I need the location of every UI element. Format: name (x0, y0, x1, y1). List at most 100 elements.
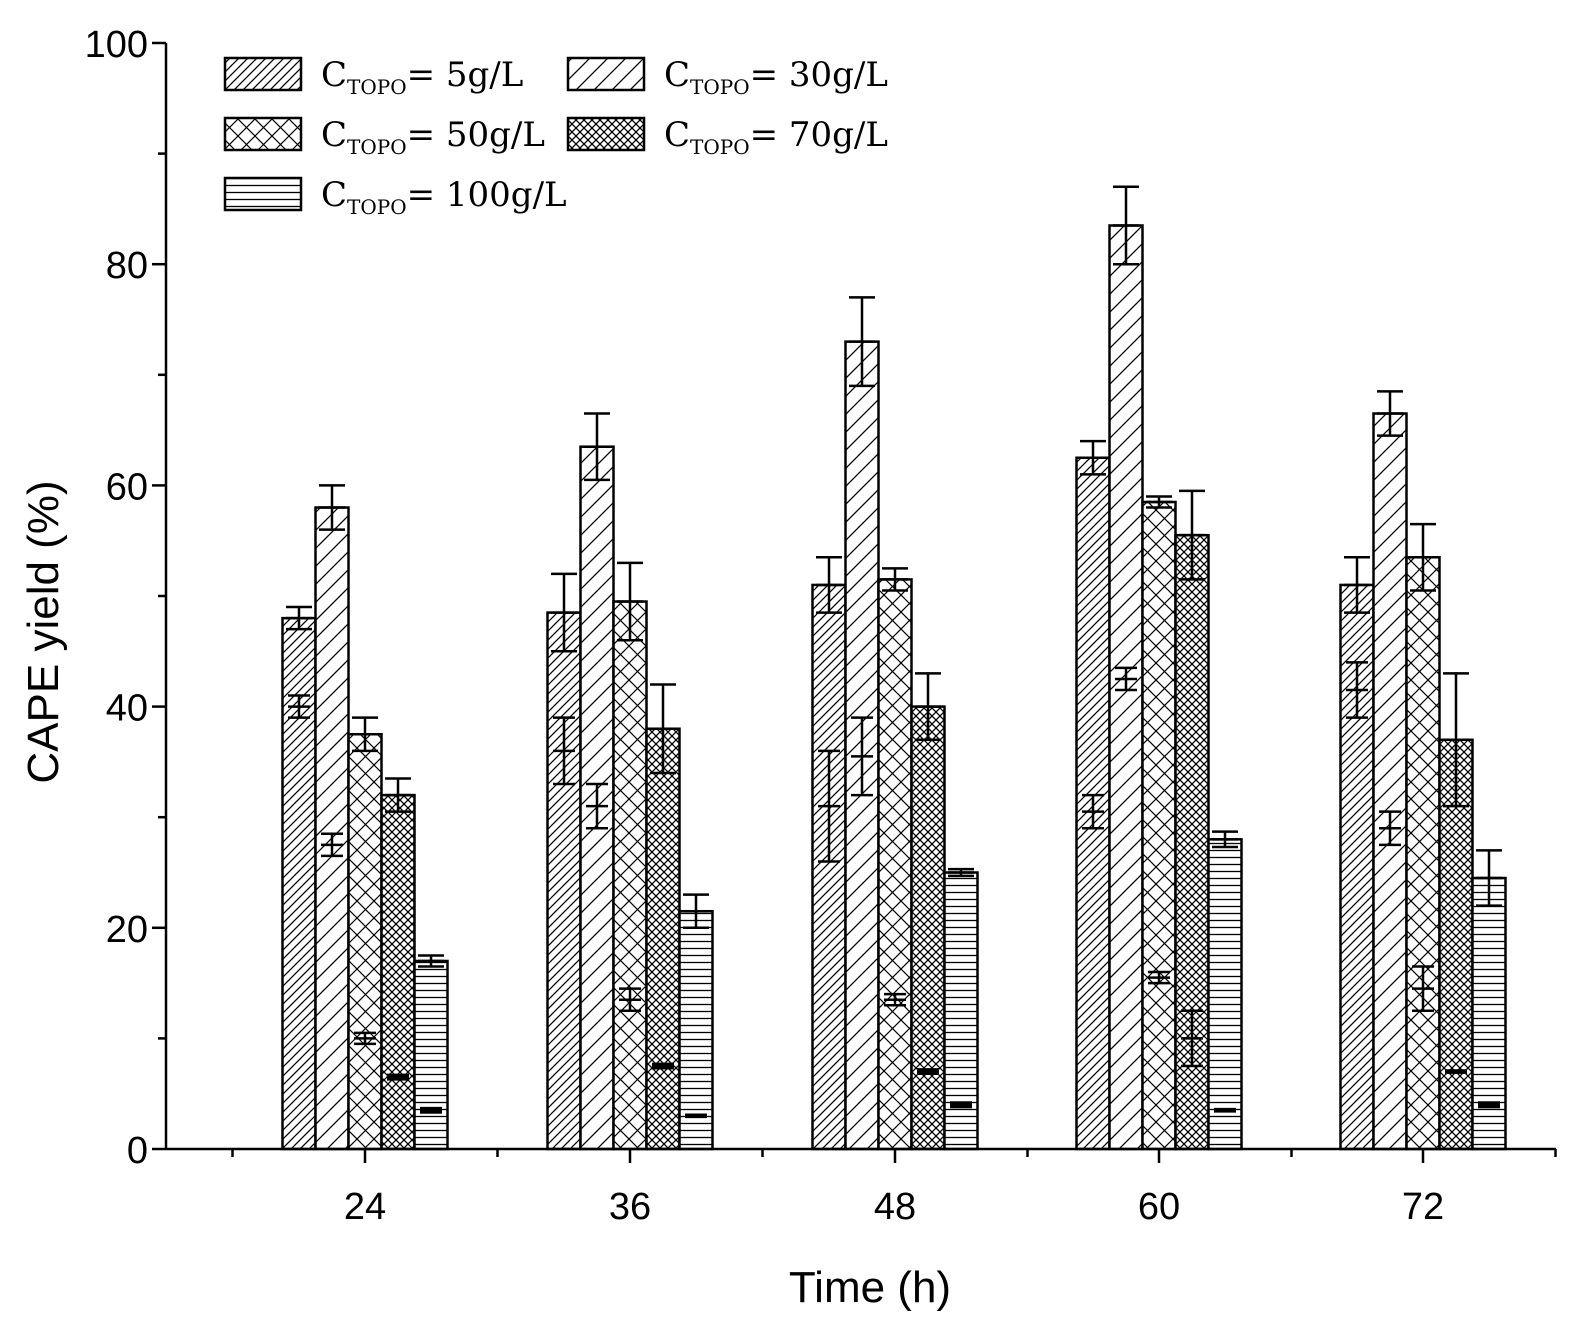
legend-label-subscript: TOPO (347, 195, 407, 219)
bar-24h-series-2 (314, 506, 350, 1151)
y-tick-label-80: 80 (106, 245, 148, 287)
error-bar-24h-series-5 (418, 954, 444, 968)
error-bar-60h-series-2 (1113, 185, 1139, 266)
legend-label-main: C (664, 55, 690, 95)
inner-mark-72h-series-3 (1412, 965, 1434, 1012)
legend-item-1: CTOPO= 5g/L (223, 55, 524, 99)
legend-label-subscript: TOPO (347, 135, 407, 159)
error-bar-60h-series-5 (1212, 830, 1238, 849)
bar-36h-series-4 (645, 727, 681, 1151)
error-bar-60h-series-3 (1146, 495, 1172, 509)
legend-label-main: C (664, 115, 690, 155)
x-tick-label-60: 60 (1138, 1186, 1180, 1228)
inner-mark-72h-series-1 (1346, 661, 1368, 719)
bar-72h-series-3 (1405, 556, 1441, 1151)
legend-label-main: C (321, 55, 347, 95)
legend-label-value: = 5g/L (407, 55, 524, 95)
error-bar-48h-series-2 (849, 296, 875, 388)
legend-label-5: CTOPO= 100g/L (321, 175, 567, 219)
inner-mark-36h-series-1 (553, 716, 575, 786)
error-bar-48h-series-4 (915, 672, 941, 742)
error-bar-72h-series-1 (1344, 556, 1370, 614)
bar-24h-series-5 (413, 959, 449, 1151)
y-tick-label-20: 20 (106, 909, 148, 951)
legend-label-main: C (321, 175, 347, 215)
error-bar-36h-series-3 (617, 561, 643, 642)
y-tick-label-40: 40 (106, 688, 148, 730)
inner-mark-36h-series-3 (619, 987, 641, 1012)
legend-label-subscript: TOPO (347, 75, 407, 99)
x-tick-label-48: 48 (874, 1186, 916, 1228)
legend-label-2: CTOPO= 30g/L (664, 55, 888, 99)
inner-mark-24h-series-2 (321, 832, 343, 858)
bar-24h-series-4 (380, 793, 416, 1151)
bar-60h-series-5 (1207, 838, 1243, 1151)
inner-mark-48h-series-1 (818, 749, 840, 863)
inner-mark-24h-series-5 (420, 1106, 442, 1114)
legend-item-2: CTOPO= 30g/L (566, 55, 888, 99)
legend-item-5: CTOPO= 100g/L (223, 175, 567, 219)
bar-36h-series-5 (678, 909, 714, 1151)
inner-mark-60h-series-1 (1082, 793, 1104, 830)
error-bar-24h-series-1 (286, 605, 312, 631)
error-bar-36h-series-1 (551, 572, 577, 653)
legend-swatch-1 (223, 56, 303, 92)
x-tick-label-36: 36 (609, 1186, 651, 1228)
error-bar-36h-series-5 (683, 893, 709, 930)
legend-swatch-2 (566, 56, 646, 92)
legend-swatch-5 (223, 176, 303, 212)
legend-label-4: CTOPO= 70g/L (664, 115, 888, 159)
error-bar-36h-series-4 (650, 683, 676, 775)
inner-mark-72h-series-2 (1379, 810, 1401, 847)
error-bar-48h-series-5 (948, 867, 974, 878)
legend-label-value: = 50g/L (407, 115, 545, 155)
inner-mark-72h-series-5 (1478, 1101, 1500, 1109)
error-bar-24h-series-3 (352, 716, 378, 753)
inner-mark-36h-series-5 (685, 1113, 707, 1119)
x-ticks: 24 36 48 60 72 (231, 1149, 1557, 1228)
legend-swatch-3 (223, 116, 303, 152)
error-bar-72h-series-3 (1410, 522, 1436, 592)
legend-item-4: CTOPO= 70g/L (566, 115, 888, 159)
error-bar-36h-series-2 (584, 412, 610, 482)
inner-mark-48h-series-4 (917, 1068, 939, 1076)
inner-mark-60h-series-2 (1115, 666, 1137, 692)
y-tick-label-0: 0 (127, 1130, 148, 1172)
inner-mark-60h-series-5 (1214, 1107, 1236, 1113)
error-bar-48h-series-1 (816, 556, 842, 614)
y-tick-label-100: 100 (85, 24, 148, 66)
y-axis-label: CAPE yield (%) (19, 480, 68, 783)
legend-swatch-4 (566, 116, 646, 152)
error-bar-72h-series-2 (1377, 390, 1403, 437)
x-tick-label-24: 24 (344, 1186, 386, 1228)
y-tick-label-60: 60 (106, 466, 148, 508)
bar-60h-series-3 (1141, 500, 1177, 1151)
y-ticks: 0 20 40 60 80 100 (85, 24, 166, 1172)
legend-item-3: CTOPO= 50g/L (223, 115, 545, 159)
inner-mark-36h-series-4 (652, 1062, 674, 1070)
inner-mark-24h-series-4 (387, 1073, 409, 1081)
legend-label-subscript: TOPO (690, 135, 750, 159)
error-bar-60h-series-4 (1179, 489, 1205, 581)
error-bar-24h-series-4 (385, 777, 411, 813)
bar-48h-series-3 (877, 578, 913, 1151)
legend-label-value: = 70g/L (750, 115, 888, 155)
bar-48h-series-4 (910, 705, 946, 1151)
error-bar-72h-series-4 (1443, 672, 1469, 808)
inner-mark-48h-series-5 (950, 1101, 972, 1109)
error-bar-24h-series-2 (319, 484, 345, 531)
bars-layer (281, 224, 1507, 1151)
inner-mark-60h-series-3 (1148, 970, 1170, 985)
legend-label-3: CTOPO= 50g/L (321, 115, 545, 159)
error-bar-48h-series-3 (882, 567, 908, 592)
inner-mark-24h-series-3 (354, 1031, 376, 1046)
error-bar-72h-series-5 (1476, 849, 1502, 907)
bar-36h-series-1 (546, 611, 582, 1151)
bar-48h-series-1 (811, 583, 847, 1151)
error-bars-layer (286, 185, 1502, 1119)
legend-label-subscript: TOPO (690, 75, 750, 99)
bar-72h-series-5 (1471, 876, 1507, 1151)
